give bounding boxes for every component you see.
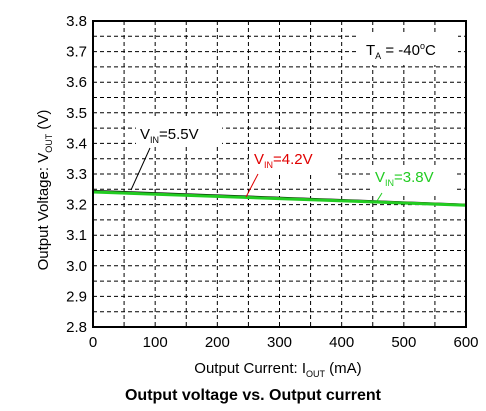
svg-text:TA = -40oC: TA = -40oC [366,41,436,61]
y-tick-label: 3.5 [66,105,87,122]
series-pointer-4v2 [245,173,259,198]
x-tick-label: 400 [329,334,354,351]
x-axis-title: Output Current: IOUT (mA) [194,360,361,379]
y-tick-label: 3.7 [66,44,87,61]
y-tick-label: 3.2 [66,197,87,214]
series-layer [92,189,467,207]
x-tick-label: 0 [89,334,97,351]
y-tick-label: 3.8 [66,13,87,30]
series-label-4v2: VIN=4.2V [245,147,335,198]
tick-labels: 0 100 200 300 400 500 600 2.8 2.9 3.0 3.1 3.2 3.3 3.4… [66,13,478,351]
x-tick-label: 600 [453,334,478,351]
y-tick-label: 3.1 [66,227,87,244]
temperature-condition-label: TA = -40oC [359,35,458,65]
series-line-2 [92,190,467,207]
x-tick-label: 200 [205,334,230,351]
svg-text:VIN=5.5V: VIN=5.5V [140,126,199,145]
y-tick-label: 3.4 [66,135,87,152]
series-label-3v8: VIN=3.8V [371,166,457,202]
svg-text:VIN=4.2V: VIN=4.2V [254,151,313,170]
chart-caption: Output voltage vs. Output current [125,387,382,404]
y-axis-title: Output Voltage: VOUT (V) [35,110,54,271]
y-tick-label: 3.0 [66,258,87,275]
series-label-5v5: VIN=5.5V [130,119,222,191]
y-tick-label: 3.3 [66,166,87,183]
x-tick-label: 100 [143,334,168,351]
plot-frame [92,20,467,328]
svg-text:VIN=3.8V: VIN=3.8V [375,169,434,188]
y-tick-label: 3.6 [66,74,87,91]
x-tick-label: 500 [391,334,416,351]
x-tick-label: 300 [267,334,292,351]
y-tick-label: 2.8 [66,319,87,336]
series-pointer-3v8 [376,192,383,202]
y-tick-label: 2.9 [66,288,87,305]
series-pointer-5v5 [130,147,151,191]
